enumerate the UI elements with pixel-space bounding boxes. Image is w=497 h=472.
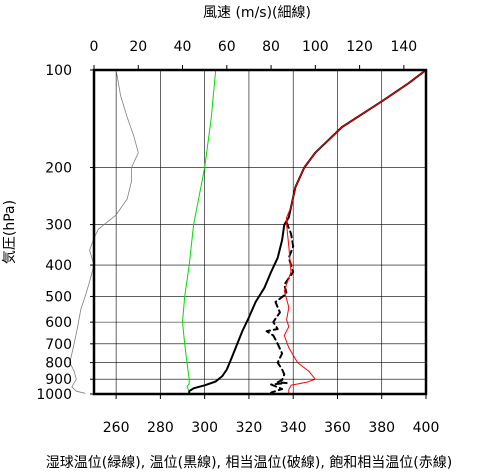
x-top-tick-label: 40 (174, 39, 192, 55)
tick-labels: 260 280 300 320 340 360 380 400 0 20 40 60 80 100 120 1… (36, 39, 439, 436)
y-axis-title: 気圧(hPa) (2, 200, 18, 264)
top-axis-title: 風速 (m/s)(細線) (203, 5, 311, 21)
bottom-axis-title: 湿球温位(緑線), 温位(黒線), 相当温位(破線), 飽和相当温位(赤線) (46, 454, 452, 471)
x-top-tick-label: 20 (129, 39, 147, 55)
y-tick-label: 800 (45, 356, 72, 372)
series-potential-temperature (188, 69, 427, 395)
x-bottom-tick-label: 300 (191, 420, 218, 436)
x-top-tick-label: 80 (262, 39, 280, 55)
x-bottom-tick-label: 260 (103, 420, 130, 436)
x-bottom-tick-label: 320 (236, 420, 263, 436)
series-saturated-equivalent-potential-temperature (283, 69, 427, 395)
x-bottom-tick-label: 400 (413, 420, 440, 436)
y-tick-label: 500 (45, 289, 72, 305)
y-tick-label: 600 (45, 315, 72, 331)
y-tick-label: 200 (45, 161, 72, 177)
y-tick-label: 400 (45, 258, 72, 274)
x-top-tick-label: 100 (302, 39, 329, 55)
y-tick-label: 900 (45, 372, 72, 388)
series-equivalent-potential-temperature (265, 221, 295, 394)
y-tick-label: 1000 (36, 387, 72, 403)
x-top-tick-label: 120 (346, 39, 373, 55)
x-top-tick-label: 0 (90, 39, 99, 55)
series-wind-speed (69, 69, 139, 394)
plot-frame (92, 68, 428, 396)
x-top-tick-label: 60 (218, 39, 236, 55)
x-bottom-tick-label: 380 (368, 420, 395, 436)
series-wet-bulb-potential-temperature (182, 69, 217, 395)
y-tick-label: 300 (45, 218, 72, 234)
axes (90, 65, 428, 399)
x-bottom-tick-label: 340 (280, 420, 307, 436)
y-tick-label: 700 (45, 337, 72, 353)
x-bottom-tick-label: 360 (324, 420, 351, 436)
grid-lines (94, 69, 427, 395)
x-top-tick-label: 140 (390, 39, 417, 55)
data-series (69, 69, 427, 395)
x-bottom-tick-label: 280 (147, 420, 174, 436)
y-tick-label: 100 (45, 63, 72, 79)
